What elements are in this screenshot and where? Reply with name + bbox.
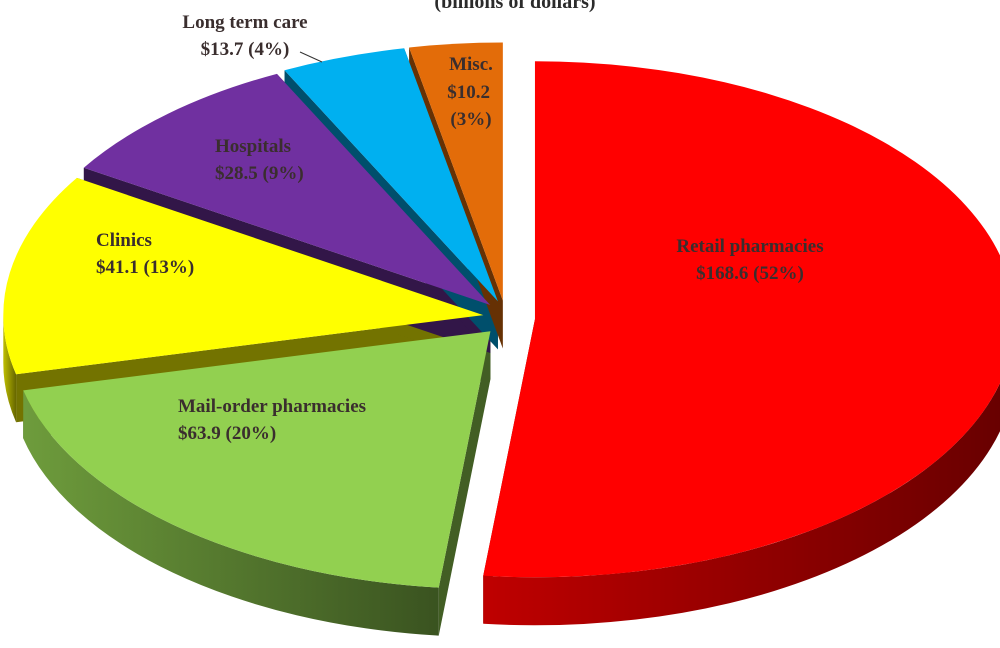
slice <box>483 61 1000 578</box>
slice-value-label: $41.1 (13%) <box>96 257 194 278</box>
slice-label: Misc. <box>449 54 493 75</box>
slice-label: Long term care <box>182 12 307 33</box>
slice-wall <box>3 315 17 423</box>
slice-side <box>438 331 491 636</box>
slice <box>284 48 498 302</box>
slice-wall <box>483 383 1000 626</box>
slice <box>83 73 491 305</box>
slice-value-label: $13.7 (4%) <box>201 39 290 60</box>
leader-line <box>299 51 323 63</box>
slice-label: Hospitals <box>215 136 291 157</box>
slice-value-label: $168.6 (52%) <box>696 263 804 284</box>
slice-label: Clinics <box>96 230 152 251</box>
label-layer: Retail pharmacies $168.6 (52%) Mail-order … <box>96 12 824 444</box>
slice-value-label: $28.5 (9%) <box>215 163 304 184</box>
slice-top-layer <box>3 42 1000 588</box>
slice <box>3 177 484 375</box>
chart-subtitle: (billions of dollars) <box>434 0 595 13</box>
slice <box>409 42 503 301</box>
slice-wall <box>23 390 439 636</box>
slice <box>23 331 491 588</box>
slice-label: Mail-order pharmacies <box>178 396 366 417</box>
slice-label: Retail pharmacies <box>676 236 823 257</box>
slice-value-label: $63.9 (20%) <box>178 423 276 444</box>
slice-value-label: $10.2 (3%) <box>447 82 495 130</box>
